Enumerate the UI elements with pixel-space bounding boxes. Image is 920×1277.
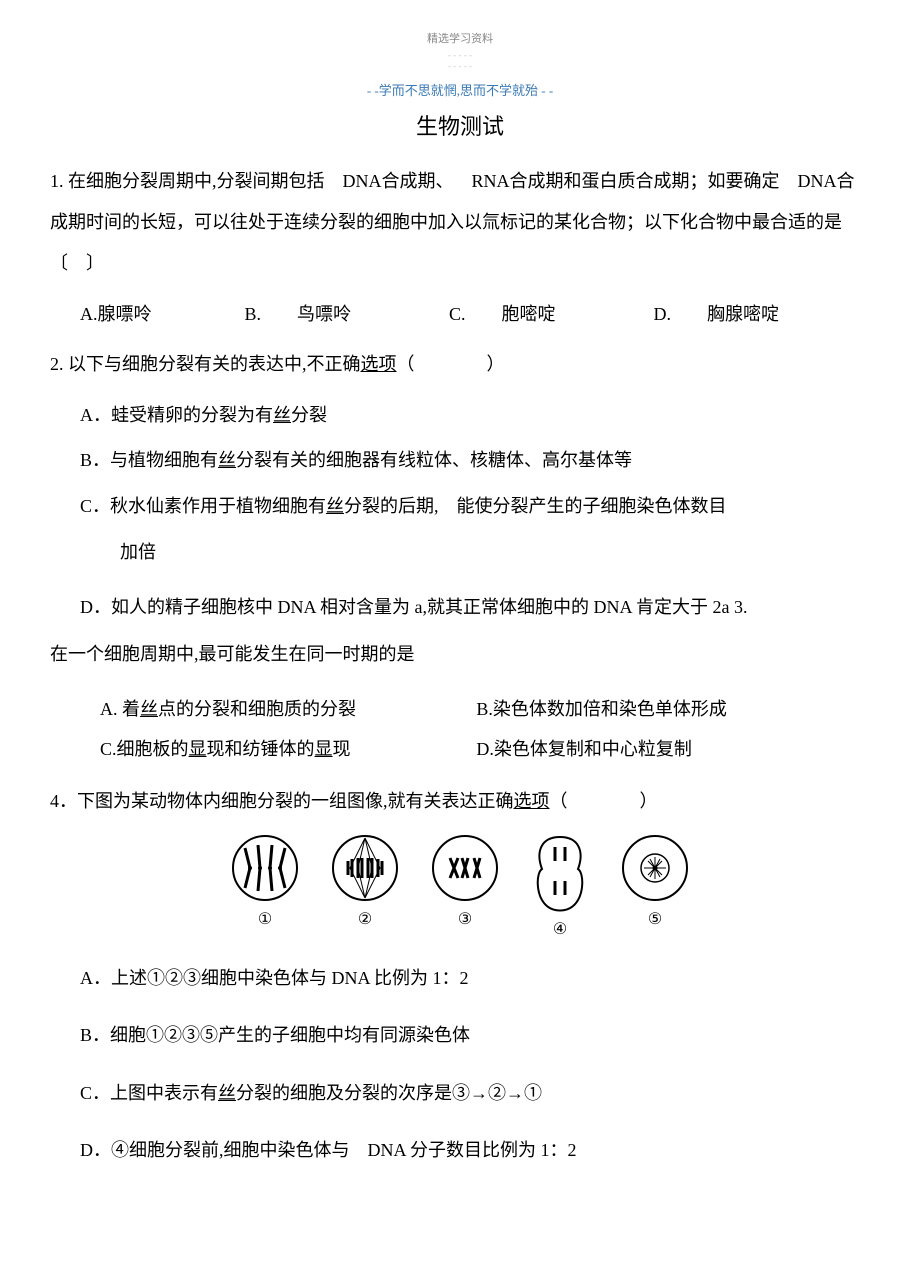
header-motto: - -学而不思就惘,思而不学就殆 - - <box>50 80 870 99</box>
q1-opt-a: A.腺嘌呤 <box>80 295 240 335</box>
q1-opt-d: D. 胸腺嘧啶 <box>654 295 780 335</box>
q2-opt-a: A．蛙受精卵的分裂为有丝分裂 <box>50 396 870 436</box>
q4-opt-d: D．④细胞分裂前,细胞中染色体与 DNA 分子数目比例为 1：2 <box>50 1131 870 1171</box>
q1-stem: 1. 在细胞分裂周期中,分裂间期包括 DNA合成期、 RNA合成期和蛋白质合成期… <box>50 161 870 285</box>
q3-opt-a: A. 着丝点的分裂和细胞质的分裂 <box>50 691 476 727</box>
q2-stem: 2. 以下与细胞分裂有关的表达中,不正确选项（ ） <box>50 344 870 385</box>
q3-stem: 在一个细胞周期中,最可能发生在同一时期的是 <box>50 634 870 675</box>
q2-stem-post: （ ） <box>397 354 505 374</box>
q1-opt-b: B. 鸟嘌呤 <box>245 295 445 335</box>
cell-fig-1: ① <box>230 833 300 939</box>
cell-fig-5: ⑤ <box>620 833 690 939</box>
q1-options: A.腺嘌呤 B. 鸟嘌呤 C. 胞嘧啶 D. 胸腺嘧啶 <box>50 295 870 335</box>
q2-opt-c: C．秋水仙素作用于植物细胞有丝分裂的后期, 能使分裂产生的子细胞染色体数目 <box>50 487 870 527</box>
q4-figures: ① ② ③ ④ <box>50 833 870 939</box>
q4-opt-c: C．上图中表示有丝分裂的细胞及分裂的次序是③→②→① <box>50 1074 870 1114</box>
q2-opt-d: D．如人的精子细胞核中 DNA 相对含量为 a,就其正常体细胞中的 DNA 肯定… <box>50 588 870 628</box>
q4-opt-b: B．细胞①②③⑤产生的子细胞中均有同源染色体 <box>50 1016 870 1056</box>
q2-stem-pre: 2. 以下与细胞分裂有关的表达中,不正确 <box>50 354 361 374</box>
q4-stem: 4．下图为某动物体内细胞分裂的一组图像,就有关表达正确选项（ ） <box>50 781 870 822</box>
cell-fig-3: ③ <box>430 833 500 939</box>
q3-row1: A. 着丝点的分裂和细胞质的分裂 B.染色体数加倍和染色单体形成 <box>50 691 870 727</box>
q3-opt-d: D.染色体复制和中心粒复制 <box>476 731 870 767</box>
q2-stem-u: 选项 <box>361 354 397 374</box>
q2-opt-b: B．与植物细胞有丝分裂有关的细胞器有线粒体、核糖体、高尔基体等 <box>50 441 870 481</box>
cell-fig-4: ④ <box>530 833 590 939</box>
header-small: 精选学习资料 <box>50 30 870 46</box>
q3-row2: C.细胞板的显现和纺锤体的显现 D.染色体复制和中心粒复制 <box>50 731 870 767</box>
page-title: 生物测试 <box>50 109 870 141</box>
q2-opt-c-line2: 加倍 <box>50 533 870 573</box>
q1-opt-c: C. 胞嘧啶 <box>449 295 649 335</box>
q4-opt-a: A．上述①②③细胞中染色体与 DNA 比例为 1：2 <box>50 959 870 999</box>
q3-opt-b: B.染色体数加倍和染色单体形成 <box>476 691 870 727</box>
header-decor: - - - - -- - - - - <box>50 50 870 72</box>
q3-opt-c: C.细胞板的显现和纺锤体的显现 <box>50 731 476 767</box>
cell-fig-2: ② <box>330 833 400 939</box>
